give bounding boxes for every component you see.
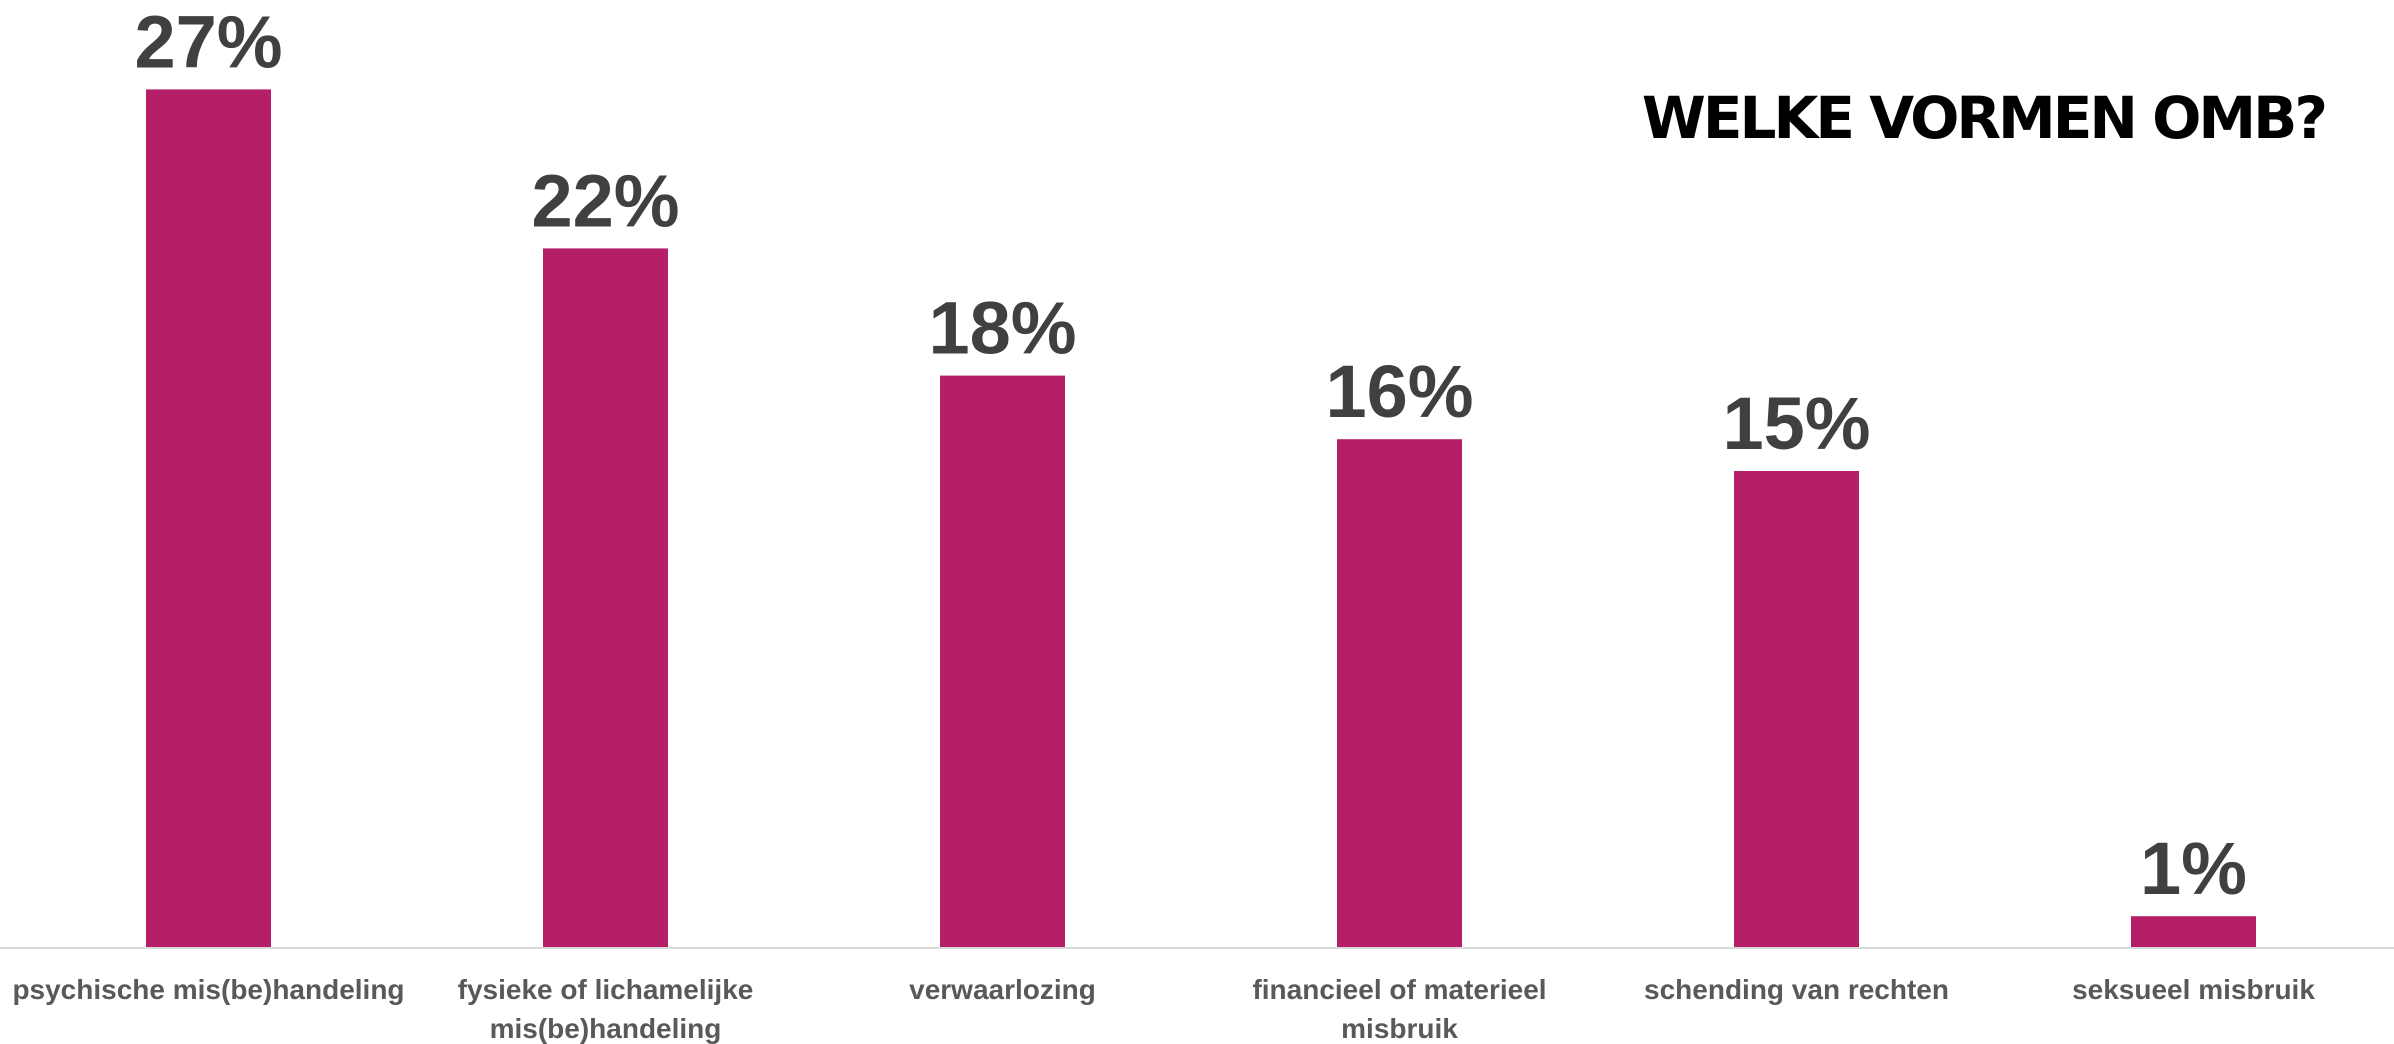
data-label-3: 18%	[928, 287, 1076, 370]
category-labels-group: psychische mis(be)handeling fysieke of li…	[12, 974, 2315, 1044]
category-label-1: psychische mis(be)handeling	[12, 974, 404, 1005]
chart-title: WELKE VORMEN OMB?	[1642, 84, 2325, 152]
data-label-4: 16%	[1325, 350, 1473, 433]
bar-2	[543, 248, 668, 948]
category-label-line: fysieke of lichamelijke	[458, 974, 754, 1005]
category-label-line: financieel of materieel	[1252, 974, 1546, 1005]
bar-6	[2131, 916, 2256, 948]
category-label-2: fysieke of lichamelijke mis(be)handeling	[458, 974, 754, 1044]
bar-5	[1734, 471, 1859, 948]
bars-group	[146, 89, 2256, 949]
bar-4	[1337, 439, 1462, 948]
category-label-line: verwaarlozing	[909, 974, 1096, 1005]
data-label-6: 1%	[2140, 827, 2247, 910]
category-label-3: verwaarlozing	[909, 974, 1096, 1005]
category-label-line: misbruik	[1341, 1013, 1458, 1044]
data-label-1: 27%	[134, 0, 282, 83]
category-label-line: mis(be)handeling	[490, 1013, 722, 1044]
bar-1	[146, 89, 271, 948]
category-label-line: psychische mis(be)handeling	[12, 974, 404, 1005]
category-label-line: seksueel misbruik	[2072, 974, 2315, 1005]
category-label-line: schending van rechten	[1644, 974, 1949, 1005]
category-label-4: financieel of materieel misbruik	[1252, 974, 1546, 1044]
category-label-6: seksueel misbruik	[2072, 974, 2315, 1005]
data-label-2: 22%	[531, 159, 679, 242]
data-labels-group: 27% 22% 18% 16% 15% 1%	[134, 0, 2247, 910]
data-label-5: 15%	[1722, 382, 1870, 465]
bar-3	[940, 375, 1065, 949]
category-label-5: schending van rechten	[1644, 974, 1949, 1005]
